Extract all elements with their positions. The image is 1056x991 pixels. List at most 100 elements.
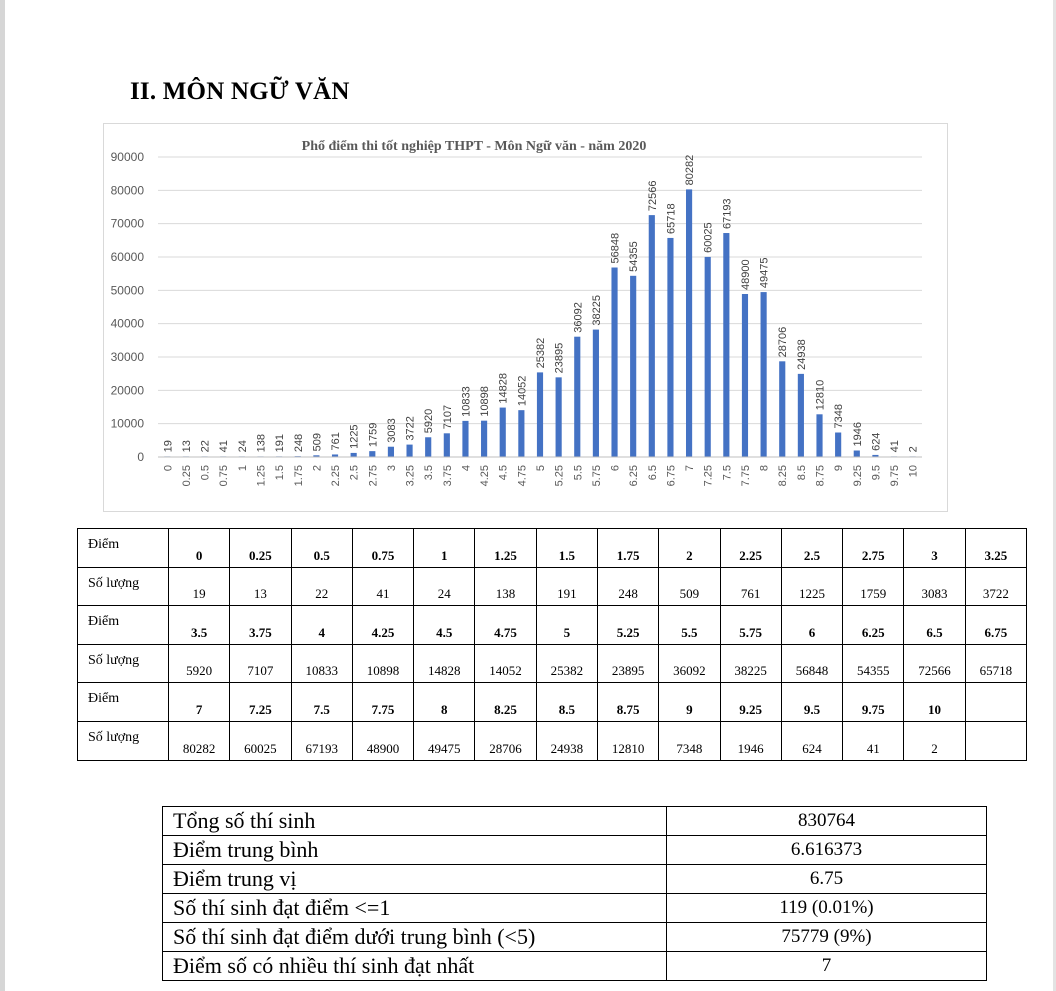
- section-heading: II. MÔN NGỮ VĂN: [130, 78, 350, 105]
- row-header-label: Số lượng: [77, 566, 169, 607]
- data-label: 3722: [405, 416, 417, 440]
- bar: [499, 407, 506, 457]
- stats-row: Điểm trung bình 6.616373: [162, 835, 987, 865]
- x-tick-label: 7.25: [703, 465, 715, 486]
- count-row: Số lượng 19 13 22 41 24 138 191 248 509 761 1225 175…: [77, 566, 1028, 607]
- count-row: Số lượng 80282 60025 67193 48900 49475 28706 24…: [77, 720, 1028, 761]
- score-cell: 2: [658, 528, 721, 568]
- data-label: 1225: [349, 424, 361, 448]
- data-label: 41: [889, 440, 901, 452]
- count-cell: 14052: [474, 643, 537, 684]
- count-cell: 54355: [842, 643, 905, 684]
- data-label: 65718: [665, 203, 677, 234]
- data-label: 72566: [647, 181, 659, 212]
- count-cell: 624: [780, 720, 844, 761]
- stats-value: 6.75: [666, 864, 987, 894]
- data-label: 24: [237, 440, 249, 452]
- score-table: Điểm 0 0.25 0.5 0.75 1 1.25 1.5 1.75 2 2.25 2.5 2.75…: [77, 528, 1028, 761]
- score-cell: 3.75: [229, 605, 292, 645]
- row-header-label: Điểm: [77, 605, 169, 645]
- x-tick-label: 2.25: [330, 465, 342, 486]
- bar: [741, 294, 749, 457]
- count-cell: 5920: [167, 643, 231, 684]
- bar: [592, 329, 599, 457]
- bar: [872, 454, 879, 457]
- bar: [835, 432, 842, 457]
- x-tick-label: 8.75: [815, 465, 827, 486]
- x-tick-label: 1: [237, 465, 249, 471]
- stats-value: 119 (0.01%): [666, 893, 987, 923]
- x-tick-label: 9.5: [870, 465, 882, 480]
- count-cell: 28706: [474, 720, 537, 761]
- count-cell: 56848: [780, 643, 844, 684]
- score-cell: 4.25: [351, 605, 415, 645]
- count-cell: 72566: [903, 643, 966, 684]
- x-tick-label: 8.25: [777, 465, 789, 486]
- row-header-label: Điểm: [77, 528, 169, 568]
- chart-svg: Phổ điểm thi tốt nghiệp THPT - Môn Ngữ v…: [111, 139, 922, 486]
- score-cell: 8: [413, 682, 476, 722]
- data-label: 7107: [442, 405, 454, 429]
- data-label: 48900: [740, 259, 752, 290]
- data-label: 5920: [423, 409, 435, 433]
- score-cell: 6.75: [964, 605, 1028, 645]
- score-cell: 3.5: [167, 605, 231, 645]
- chart-title: Phổ điểm thi tốt nghiệp THPT - Môn Ngữ v…: [302, 139, 647, 154]
- count-cell: 2: [903, 720, 966, 761]
- bar: [350, 452, 357, 457]
- x-tick-label: 6.5: [647, 465, 659, 480]
- data-label: 49475: [759, 257, 771, 288]
- bar: [853, 450, 860, 457]
- stats-label: Điểm trung vị: [162, 864, 667, 894]
- score-cell: 5.5: [658, 605, 721, 645]
- bar: [574, 336, 581, 457]
- x-tick-label: 4.75: [516, 465, 528, 486]
- x-tick-label: 0.75: [218, 465, 230, 486]
- data-label: 138: [255, 434, 267, 452]
- count-cell: 1946: [719, 720, 782, 761]
- x-tick-label: 9: [833, 465, 845, 471]
- bar: [648, 215, 655, 457]
- bar: [425, 437, 432, 457]
- page-left-border: [0, 0, 5, 991]
- row-header-label: Điểm: [77, 682, 169, 722]
- count-cell: 65718: [964, 643, 1028, 684]
- y-tick-label: 10000: [111, 417, 145, 431]
- score-cell: 5.75: [719, 605, 782, 645]
- x-tick-label: 6.75: [665, 465, 677, 486]
- data-label: 38225: [591, 295, 603, 326]
- count-cell: 41: [842, 720, 905, 761]
- bar: [667, 237, 674, 457]
- stats-value: 6.616373: [666, 835, 987, 865]
- score-cell: 0.25: [229, 528, 292, 568]
- score-cell: 1.75: [596, 528, 660, 568]
- count-cell: 49475: [413, 720, 476, 761]
- x-tick-label: 3.75: [442, 465, 454, 486]
- count-cell: 10833: [290, 643, 353, 684]
- count-cell: 1759: [842, 566, 905, 607]
- x-tick-label: 0.25: [181, 465, 193, 486]
- score-cell: 8.5: [535, 682, 598, 722]
- bar: [369, 451, 376, 457]
- score-cell: 6: [780, 605, 844, 645]
- stats-value: 75779 (9%): [666, 922, 987, 952]
- score-cell: 8.25: [474, 682, 537, 722]
- data-label: 67193: [721, 198, 733, 229]
- x-tick-label: 8.5: [796, 465, 808, 480]
- y-tick-label: 60000: [111, 250, 145, 264]
- count-cell: 761: [719, 566, 782, 607]
- data-label: 12810: [815, 380, 827, 411]
- data-label: 1946: [852, 422, 864, 446]
- count-cell: [964, 720, 1028, 761]
- count-row: Số lượng 5920 7107 10833 10898 14828 14052 2538…: [77, 643, 1028, 684]
- score-distribution-chart: Phổ điểm thi tốt nghiệp THPT - Môn Ngữ v…: [103, 123, 948, 512]
- count-cell: 14828: [413, 643, 476, 684]
- data-label: 22: [200, 440, 212, 452]
- data-label: 191: [274, 434, 286, 452]
- score-cell: 9: [658, 682, 721, 722]
- data-label: 80282: [684, 155, 696, 186]
- bar: [387, 446, 395, 457]
- count-cell: 24938: [535, 720, 598, 761]
- bar: [704, 256, 711, 457]
- stats-row: Số thí sinh đạt điểm <=1 119 (0.01%): [162, 893, 987, 923]
